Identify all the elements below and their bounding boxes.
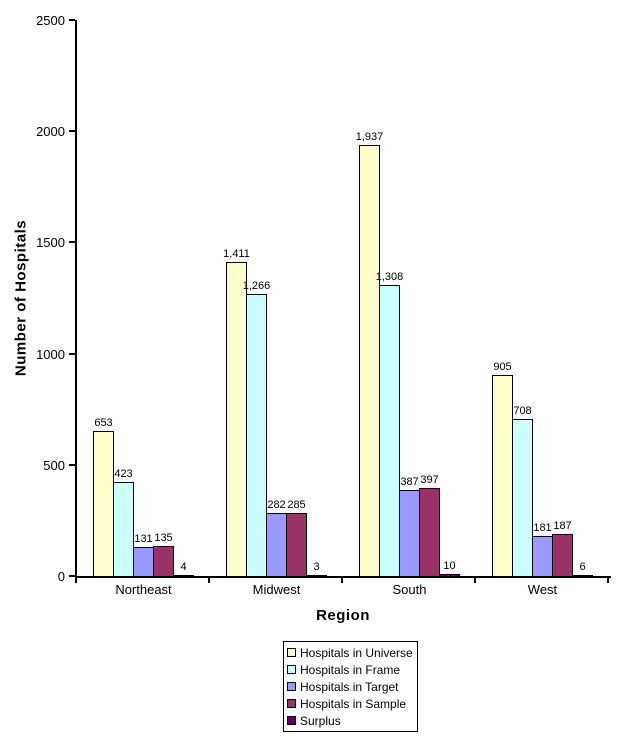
bar-value-label: 181 xyxy=(533,522,552,534)
x-category-label: South xyxy=(392,582,427,597)
bar-value-label: 10 xyxy=(443,560,456,572)
x-axis-title: Region xyxy=(316,607,370,624)
bar-hospitals-in-target: 131 xyxy=(133,533,154,576)
legend-item: Hospitals in Target xyxy=(287,678,413,695)
bar-hospitals-in-sample: 285 xyxy=(286,499,307,576)
legend-swatch-hospitals-in-universe xyxy=(287,648,296,657)
bar-value-label: 1,308 xyxy=(375,271,404,283)
legend-swatch-hospitals-in-sample xyxy=(287,699,296,708)
bar-value-label: 131 xyxy=(134,533,153,545)
x-axis-tick xyxy=(341,578,343,583)
plot-area: 0 500 1000 1500 2000 2500 653 423 131 135 4 1,411 1,… xyxy=(36,13,611,584)
bar-value-label: 6 xyxy=(579,561,586,573)
legend-item: Hospitals in Sample xyxy=(287,695,413,712)
x-category-label: Northeast xyxy=(115,582,172,597)
bar-value-label: 423 xyxy=(114,468,133,480)
bar-value-label: 1,937 xyxy=(355,131,384,143)
bar-value-label: 1,266 xyxy=(242,280,271,292)
bar-surplus: 3 xyxy=(306,561,327,576)
bar-value-label: 905 xyxy=(493,361,512,373)
bar-value-label: 1,411 xyxy=(223,248,250,260)
bar-value-label: 653 xyxy=(94,417,113,429)
bar-surplus: 4 xyxy=(173,561,194,576)
x-axis-tick xyxy=(474,578,476,583)
legend-item-label: Surplus xyxy=(300,713,341,728)
x-axis-tick xyxy=(208,578,210,583)
bar-hospitals-in-universe: 1,937 xyxy=(356,131,383,576)
bar-hospitals-in-universe: 1,411 xyxy=(223,248,250,576)
legend-item: Hospitals in Frame xyxy=(287,661,413,678)
legend-swatch-hospitals-in-frame xyxy=(287,665,296,674)
y-axis-tick-label: 1500 xyxy=(36,235,65,251)
bar-hospitals-in-sample: 135 xyxy=(153,532,174,576)
y-axis-tick-label: 0 xyxy=(57,569,65,584)
bar-hospitals-in-frame: 423 xyxy=(113,468,134,576)
y-axis-tick xyxy=(69,241,75,244)
x-category-label: West xyxy=(527,582,558,597)
y-axis-tick-label: 2000 xyxy=(36,124,65,140)
bar-value-label: 282 xyxy=(267,499,286,511)
y-axis-tick xyxy=(69,19,75,21)
legend-swatch-hospitals-in-target xyxy=(287,682,296,691)
x-category-label: Midwest xyxy=(252,582,301,597)
bar-surplus: 10 xyxy=(439,560,460,576)
bar-hospitals-in-sample: 397 xyxy=(419,474,440,576)
bar-hospitals-in-target: 181 xyxy=(532,522,553,576)
y-axis-tick xyxy=(69,575,75,577)
bar-value-label: 3 xyxy=(313,561,320,573)
y-axis-tick-label: 500 xyxy=(43,457,65,473)
y-axis-tick-label: 2500 xyxy=(36,13,65,28)
legend-item-label: Hospitals in Universe xyxy=(300,645,413,660)
bar-surplus: 6 xyxy=(572,561,593,576)
bar-value-label: 387 xyxy=(400,476,419,488)
legend-item: Hospitals in Universe xyxy=(287,644,413,661)
legend-item-label: Hospitals in Target xyxy=(300,679,399,694)
x-axis-line xyxy=(75,576,611,578)
category-group-northeast: 653 423 131 135 4 xyxy=(77,20,210,576)
legend: Hospitals in Universe Hospitals in Frame H… xyxy=(283,641,418,732)
legend-swatch-surplus xyxy=(287,716,296,725)
bar-hospitals-in-universe: 653 xyxy=(93,417,114,576)
bar-hospitals-in-frame: 708 xyxy=(512,405,533,576)
bar-value-label: 708 xyxy=(513,405,532,417)
y-axis-tick-label: 1000 xyxy=(36,346,65,362)
y-axis-tick xyxy=(69,130,75,133)
category-group-west: 905 708 181 187 6 xyxy=(476,20,609,576)
category-group-south: 1,937 1,308 387 397 10 xyxy=(343,20,476,576)
bar-hospitals-in-sample: 187 xyxy=(552,520,573,576)
y-axis-tick xyxy=(69,463,75,466)
bar-value-label: 135 xyxy=(154,532,173,544)
legend-item-label: Hospitals in Frame xyxy=(300,662,401,677)
bar-hospitals-in-universe: 905 xyxy=(492,361,513,576)
x-category-labels: Northeast Midwest South West xyxy=(77,582,609,598)
x-axis-tick xyxy=(75,578,77,583)
bar-value-label: 187 xyxy=(553,520,572,532)
bar-hospitals-in-target: 282 xyxy=(266,499,287,576)
bar-hospitals-in-frame: 1,266 xyxy=(243,280,270,576)
bar-value-label: 4 xyxy=(180,561,187,573)
bar-hospitals-in-frame: 1,308 xyxy=(376,271,403,576)
bar-hospitals-in-target: 387 xyxy=(399,476,420,576)
legend-item: Surplus xyxy=(287,712,413,729)
legend-item-label: Hospitals in Sample xyxy=(300,696,407,711)
bar-value-label: 285 xyxy=(287,499,306,511)
bar-value-label: 397 xyxy=(420,474,439,486)
x-axis-tick xyxy=(607,578,609,583)
category-group-midwest: 1,411 1,266 282 285 3 xyxy=(210,20,343,576)
y-axis-line xyxy=(75,20,77,578)
y-axis-tick xyxy=(69,352,75,355)
